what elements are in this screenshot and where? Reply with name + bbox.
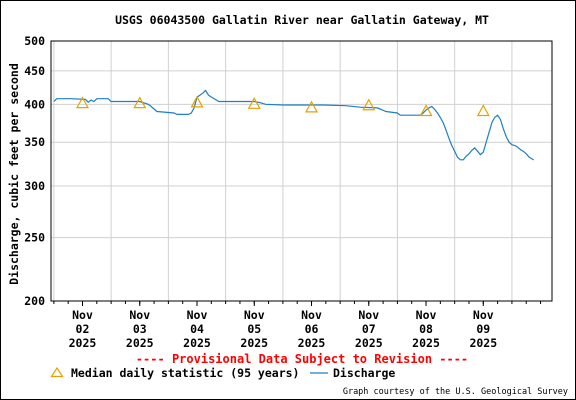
x-tick-label: Nov xyxy=(129,308,150,322)
y-tick-label: 500 xyxy=(24,34,45,48)
x-tick-label: 03 xyxy=(133,322,147,336)
x-tick-label: 06 xyxy=(305,322,319,336)
x-tick-label: Nov xyxy=(473,308,494,322)
median-point xyxy=(190,95,204,108)
legend-label-median: Median daily statistic (95 years) xyxy=(71,366,299,380)
median-point xyxy=(75,96,90,109)
median-point xyxy=(133,96,147,109)
x-tick-label: 08 xyxy=(419,322,433,336)
x-tick-label: Nov xyxy=(187,308,208,322)
plot-border xyxy=(50,40,553,302)
y-tick-label: 350 xyxy=(24,135,45,149)
x-tick-label: Nov xyxy=(72,308,93,322)
x-tick-label: 05 xyxy=(247,322,261,336)
x-tick-label: 2025 xyxy=(126,336,154,350)
y-tick-label: 400 xyxy=(24,97,45,111)
plot-series xyxy=(53,89,534,161)
discharge-series-line xyxy=(53,89,534,161)
chart-title: USGS 06043500 Gallatin River near Gallat… xyxy=(115,13,489,27)
usgs-credit: Graph courtesy of the U.S. Geological Su… xyxy=(343,387,568,397)
median-point xyxy=(362,98,376,111)
plot-grid xyxy=(51,40,552,302)
x-tick-label: 2025 xyxy=(355,336,383,350)
x-tick-label: Nov xyxy=(301,308,322,322)
y-tick-label: 450 xyxy=(24,64,45,78)
x-tick-label: Nov xyxy=(358,308,379,322)
x-tick-label: 2025 xyxy=(69,336,97,350)
x-tick-label: 2025 xyxy=(240,336,268,350)
provisional-note: ---- Provisional Data Subject to Revisio… xyxy=(136,352,468,366)
x-tick-label: 2025 xyxy=(183,336,211,350)
plot-axes: 200250300350400450500Nov022025Nov032025N… xyxy=(24,34,553,350)
x-tick-label: 07 xyxy=(362,322,376,336)
x-tick-label: Nov xyxy=(244,308,265,322)
y-tick-label: 200 xyxy=(24,294,45,308)
legend: Median daily statistic (95 years) Discha… xyxy=(50,366,395,380)
y-tick-label: 300 xyxy=(24,179,45,193)
median-point xyxy=(247,97,261,109)
x-tick-label: Nov xyxy=(416,308,437,322)
y-axis-label: Discharge, cubic feet per second xyxy=(7,63,21,285)
median-point xyxy=(419,104,433,117)
x-tick-label: 2025 xyxy=(412,336,440,350)
x-tick-label: 04 xyxy=(190,322,204,336)
median-triangle-icon xyxy=(50,366,64,378)
y-tick-label: 250 xyxy=(24,231,45,245)
median-point xyxy=(476,104,490,117)
x-tick-label: 2025 xyxy=(298,336,326,350)
x-tick-label: 2025 xyxy=(469,336,497,350)
x-tick-label: 02 xyxy=(76,322,90,336)
legend-label-discharge: Discharge xyxy=(333,366,395,380)
x-tick-label: 09 xyxy=(476,322,490,336)
median-point xyxy=(305,100,319,113)
